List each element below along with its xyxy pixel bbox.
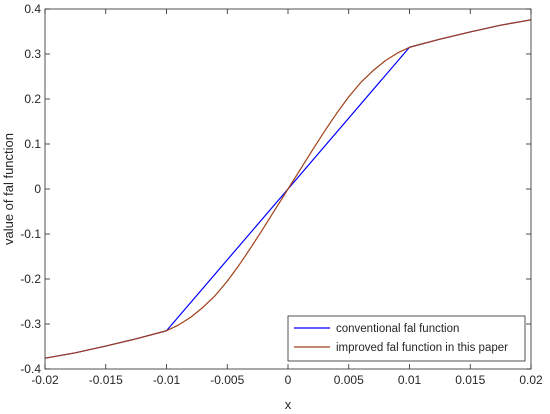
y-tick-label: -0.2 bbox=[20, 272, 41, 286]
x-tick-label: 0.005 bbox=[334, 373, 364, 387]
x-tick-label: -0.005 bbox=[210, 373, 244, 387]
x-tick-label: 0.015 bbox=[455, 373, 485, 387]
x-tick-label: 0.02 bbox=[519, 373, 543, 387]
x-tick-label: -0.01 bbox=[153, 373, 181, 387]
x-axis-label: x bbox=[285, 397, 292, 412]
y-axis-label: value of fal function bbox=[1, 133, 16, 245]
y-tick-label: 0.1 bbox=[24, 137, 41, 151]
y-tick-label: 0.3 bbox=[24, 47, 41, 61]
tick-layer: -0.02 -0.015 -0.01 -0.005 0 0.005 0.01 0.015 0.0… bbox=[20, 2, 543, 387]
y-tick-label: -0.1 bbox=[20, 227, 41, 241]
legend-label-conventional: conventional fal function bbox=[336, 323, 459, 335]
y-tick-label: 0.2 bbox=[24, 92, 41, 106]
y-tick-label: 0.4 bbox=[24, 2, 41, 16]
legend-label-improved: improved fal function in this paper bbox=[336, 342, 508, 354]
y-tick-label: -0.4 bbox=[20, 362, 41, 376]
x-tick-label: 0 bbox=[285, 373, 292, 387]
y-tick-label: -0.3 bbox=[20, 317, 41, 331]
x-tick-label: 0.01 bbox=[398, 373, 422, 387]
legend-box bbox=[287, 315, 526, 362]
x-tick-label: -0.015 bbox=[89, 373, 123, 387]
legend: conventional fal function improved fal f… bbox=[287, 315, 526, 362]
x-tick-label: -0.02 bbox=[31, 373, 59, 387]
y-tick-label: 0 bbox=[34, 182, 41, 196]
series-layer bbox=[44, 19, 532, 359]
series-line-improved bbox=[44, 19, 532, 359]
